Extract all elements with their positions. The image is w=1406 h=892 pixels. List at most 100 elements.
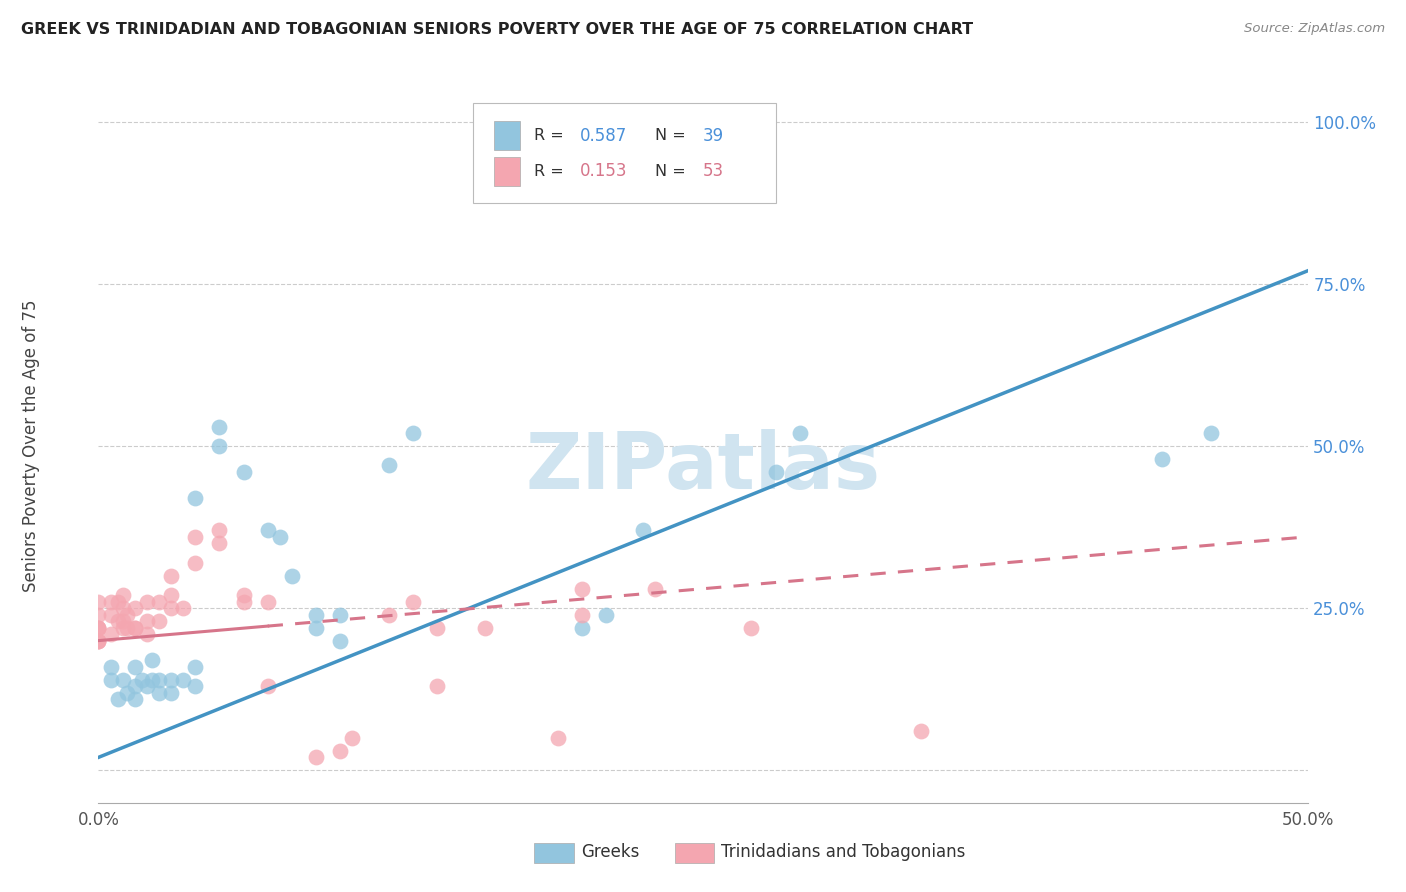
Point [342,731,364,745]
Point [329,633,352,648]
Point [571,582,593,596]
Point [87,607,110,622]
Text: 39: 39 [703,127,724,145]
Text: Trinidadians and Tobagonians: Trinidadians and Tobagonians [721,843,966,861]
Point [402,425,425,440]
Point [571,621,593,635]
Point [107,692,129,706]
Text: R =: R = [534,164,564,178]
Text: ZIPatlas: ZIPatlas [526,429,880,506]
Point [160,568,183,582]
Point [329,607,352,622]
Point [329,744,352,758]
FancyBboxPatch shape [494,157,520,186]
Point [184,679,207,693]
Point [184,491,207,505]
Point [124,692,146,706]
Point [87,621,110,635]
Point [100,659,122,673]
Point [910,724,932,739]
Point [789,425,811,440]
Point [377,458,399,473]
Point [148,614,170,628]
Point [124,621,146,635]
Text: 53: 53 [703,162,724,180]
Point [135,595,157,609]
Point [571,607,593,622]
Point [172,673,194,687]
Point [305,607,328,622]
Point [141,653,163,667]
Point [100,673,122,687]
Point [184,530,207,544]
Text: Source: ZipAtlas.com: Source: ZipAtlas.com [1244,22,1385,36]
Point [124,621,146,635]
Point [208,419,231,434]
Point [1152,452,1174,467]
Point [107,595,129,609]
Point [135,614,157,628]
FancyBboxPatch shape [474,103,776,203]
Point [87,633,110,648]
Point [269,530,291,544]
Point [232,465,254,479]
Point [148,673,170,687]
Point [644,582,666,596]
Point [208,524,231,538]
Point [148,595,170,609]
Point [281,568,304,582]
Point [131,673,153,687]
Point [1199,425,1222,440]
Point [87,621,110,635]
Point [160,601,183,615]
Point [474,621,496,635]
Point [111,601,134,615]
Point [256,679,278,693]
Point [160,588,183,602]
Point [160,685,183,699]
Point [740,621,762,635]
Text: N =: N = [655,128,685,143]
Point [135,679,157,693]
Point [256,524,278,538]
Point [765,465,787,479]
Point [117,607,139,622]
Point [100,627,122,641]
Point [117,685,139,699]
Point [426,621,449,635]
Point [631,524,654,538]
Point [426,679,449,693]
Point [111,614,134,628]
Point [100,595,122,609]
Point [377,607,399,622]
Text: 0.587: 0.587 [579,127,627,145]
Point [148,685,170,699]
Point [107,614,129,628]
FancyBboxPatch shape [494,121,520,150]
Point [124,679,146,693]
Point [160,673,183,687]
Point [100,607,122,622]
Point [111,621,134,635]
Point [87,633,110,648]
Point [208,536,231,550]
Text: Greeks: Greeks [581,843,640,861]
Text: R =: R = [534,128,564,143]
Point [124,601,146,615]
Point [141,673,163,687]
Point [595,607,617,622]
Point [172,601,194,615]
Text: GREEK VS TRINIDADIAN AND TOBAGONIAN SENIORS POVERTY OVER THE AGE OF 75 CORRELATI: GREEK VS TRINIDADIAN AND TOBAGONIAN SENI… [21,22,973,37]
Point [87,621,110,635]
Text: 0.153: 0.153 [579,162,627,180]
Point [87,633,110,648]
Point [117,621,139,635]
Point [111,673,134,687]
Point [305,621,328,635]
Text: N =: N = [655,164,685,178]
Point [111,588,134,602]
Point [208,439,231,453]
Point [232,595,254,609]
Point [305,750,328,764]
Point [124,659,146,673]
